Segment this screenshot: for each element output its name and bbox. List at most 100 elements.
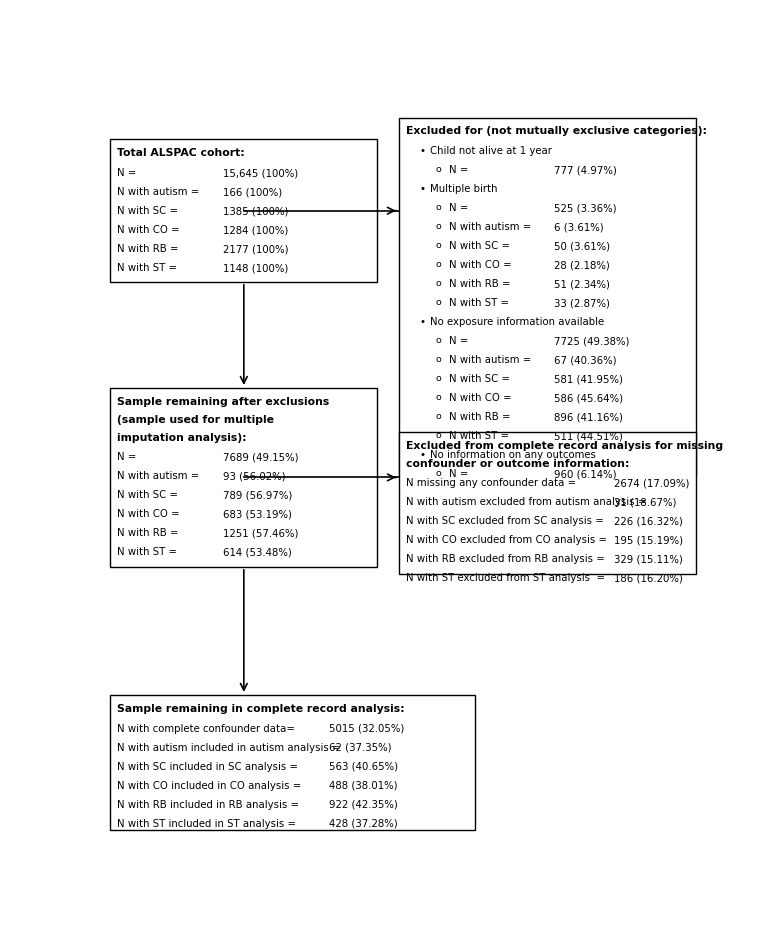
Text: 428 (37.28%): 428 (37.28%) — [329, 819, 397, 828]
Text: N with CO =: N with CO = — [118, 510, 180, 519]
Text: N with RB excluded from RB analysis =: N with RB excluded from RB analysis = — [406, 554, 604, 564]
Text: N with SC =: N with SC = — [448, 241, 510, 251]
Text: Sample remaining in complete record analysis:: Sample remaining in complete record anal… — [118, 703, 405, 714]
Text: o: o — [435, 393, 441, 402]
Text: N with ST =: N with ST = — [118, 263, 177, 273]
Text: •: • — [419, 450, 426, 460]
Text: 7689 (49.15%): 7689 (49.15%) — [223, 453, 298, 462]
Text: 31 (18.67%): 31 (18.67%) — [615, 497, 677, 507]
Text: 683 (53.19%): 683 (53.19%) — [223, 510, 292, 519]
Text: N with CO =: N with CO = — [448, 393, 511, 403]
Bar — [399, 432, 696, 574]
Text: 1385 (100%): 1385 (100%) — [223, 206, 288, 216]
Text: 50 (3.61%): 50 (3.61%) — [554, 241, 610, 251]
Text: N with RB =: N with RB = — [448, 412, 510, 422]
Text: N with CO excluded from CO analysis =: N with CO excluded from CO analysis = — [406, 535, 607, 545]
Text: o: o — [435, 431, 441, 440]
Text: N with ST =: N with ST = — [448, 431, 509, 441]
Text: o: o — [435, 260, 441, 270]
Text: Total ALSPAC cohort:: Total ALSPAC cohort: — [118, 148, 245, 158]
Text: 28 (2.18%): 28 (2.18%) — [554, 260, 610, 270]
Text: Excluded for (not mutually exclusive categories):: Excluded for (not mutually exclusive cat… — [406, 126, 707, 137]
Text: o: o — [435, 279, 441, 288]
Text: N with autism included in autism analysis =: N with autism included in autism analysi… — [118, 742, 341, 753]
Text: N with complete confounder data=: N with complete confounder data= — [118, 723, 296, 734]
Text: (sample used for multiple: (sample used for multiple — [118, 415, 274, 425]
Text: N with RB =: N with RB = — [118, 529, 179, 538]
Text: o: o — [435, 336, 441, 345]
Text: 195 (15.19%): 195 (15.19%) — [615, 535, 684, 545]
Text: 581 (41.95%): 581 (41.95%) — [554, 374, 622, 384]
Text: N with CO =: N with CO = — [118, 225, 180, 235]
Text: •: • — [419, 317, 426, 327]
Text: N =: N = — [448, 203, 468, 214]
Text: 525 (3.36%): 525 (3.36%) — [554, 203, 616, 214]
Text: o: o — [435, 469, 441, 478]
Text: N with autism =: N with autism = — [448, 222, 531, 233]
Text: Sample remaining after exclusions: Sample remaining after exclusions — [118, 397, 330, 407]
Text: o: o — [435, 222, 441, 232]
Text: 7725 (49.38%): 7725 (49.38%) — [554, 336, 630, 346]
Text: 563 (40.65%): 563 (40.65%) — [329, 761, 398, 772]
Text: o: o — [435, 298, 441, 307]
Text: imputation analysis):: imputation analysis): — [118, 433, 247, 443]
Text: N with SC =: N with SC = — [118, 491, 179, 500]
Text: N with SC excluded from SC analysis =: N with SC excluded from SC analysis = — [406, 516, 604, 526]
Text: N with autism =: N with autism = — [118, 187, 200, 197]
Text: 186 (16.20%): 186 (16.20%) — [615, 573, 684, 583]
Text: 960 (6.14%): 960 (6.14%) — [554, 469, 616, 479]
Text: 329 (15.11%): 329 (15.11%) — [615, 554, 684, 564]
Text: 33 (2.87%): 33 (2.87%) — [554, 298, 610, 308]
Text: 586 (45.64%): 586 (45.64%) — [554, 393, 622, 403]
Text: 896 (41.16%): 896 (41.16%) — [554, 412, 622, 422]
Text: N with ST excluded from ST analysis  =: N with ST excluded from ST analysis = — [406, 573, 605, 583]
Text: o: o — [435, 355, 441, 364]
Text: 226 (16.32%): 226 (16.32%) — [615, 516, 684, 526]
Text: 488 (38.01%): 488 (38.01%) — [329, 780, 397, 791]
Text: No information on any outcomes: No information on any outcomes — [430, 450, 597, 460]
Text: N with SC =: N with SC = — [448, 374, 510, 384]
Text: N with autism excluded from autism analysis =: N with autism excluded from autism analy… — [406, 497, 646, 507]
Bar — [110, 140, 377, 282]
Text: 93 (56.02%): 93 (56.02%) — [223, 472, 285, 481]
Text: N with ST =: N with ST = — [448, 298, 509, 308]
Text: N =: N = — [118, 453, 137, 462]
Text: N with SC included in SC analysis =: N with SC included in SC analysis = — [118, 761, 299, 772]
Text: N with CO =: N with CO = — [448, 260, 511, 270]
Text: o: o — [435, 412, 441, 421]
Text: 614 (53.48%): 614 (53.48%) — [223, 548, 292, 557]
Text: N with CO included in CO analysis =: N with CO included in CO analysis = — [118, 780, 302, 791]
Text: N missing any confounder data =: N missing any confounder data = — [406, 478, 576, 488]
Bar — [110, 388, 377, 567]
Text: 1284 (100%): 1284 (100%) — [223, 225, 288, 235]
Text: 922 (42.35%): 922 (42.35%) — [329, 799, 397, 809]
Text: N with ST =: N with ST = — [118, 548, 177, 557]
Text: 2674 (17.09%): 2674 (17.09%) — [615, 478, 690, 488]
Text: confounder or outcome information:: confounder or outcome information: — [406, 458, 630, 469]
Text: o: o — [435, 203, 441, 213]
Text: 1251 (57.46%): 1251 (57.46%) — [223, 529, 298, 538]
Text: 62 (37.35%): 62 (37.35%) — [329, 742, 391, 753]
Text: •: • — [419, 184, 426, 195]
Text: 15,645 (100%): 15,645 (100%) — [223, 168, 298, 178]
Text: o: o — [435, 374, 441, 383]
Bar — [399, 118, 696, 475]
Text: N with SC =: N with SC = — [118, 206, 179, 216]
Text: N with autism =: N with autism = — [448, 355, 531, 365]
Text: N with RB =: N with RB = — [118, 244, 179, 254]
Text: N with ST included in ST analysis =: N with ST included in ST analysis = — [118, 819, 296, 828]
Text: 2177 (100%): 2177 (100%) — [223, 244, 289, 254]
Text: 67 (40.36%): 67 (40.36%) — [554, 355, 616, 365]
Text: 511 (44.51%): 511 (44.51%) — [554, 431, 622, 441]
Text: N with RB included in RB analysis =: N with RB included in RB analysis = — [118, 799, 299, 809]
Text: No exposure information available: No exposure information available — [430, 317, 604, 327]
Text: Multiple birth: Multiple birth — [430, 184, 498, 195]
Text: 51 (2.34%): 51 (2.34%) — [554, 279, 610, 289]
Text: N with RB =: N with RB = — [448, 279, 510, 289]
Text: 1148 (100%): 1148 (100%) — [223, 263, 288, 273]
Bar — [110, 695, 474, 830]
Text: 5015 (32.05%): 5015 (32.05%) — [329, 723, 405, 734]
Text: N =: N = — [448, 469, 468, 479]
Text: •: • — [419, 146, 426, 157]
Text: 789 (56.97%): 789 (56.97%) — [223, 491, 292, 500]
